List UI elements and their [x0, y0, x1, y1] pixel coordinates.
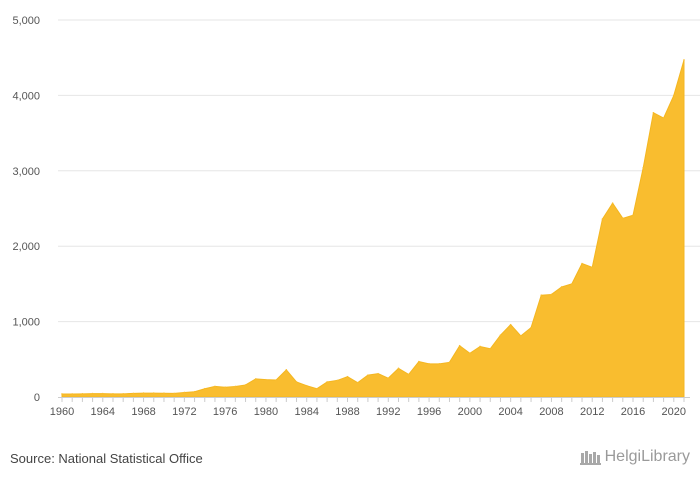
data-point [203, 387, 206, 390]
data-point [336, 379, 339, 382]
data-point [673, 94, 675, 97]
data-point [173, 392, 175, 395]
x-tick-label: 1960 [50, 406, 74, 418]
data-point [112, 393, 114, 395]
data-point [581, 262, 583, 265]
helgilibrary-logo: HelgiLibrary [579, 448, 690, 466]
data-point [142, 392, 145, 394]
data-point [571, 283, 573, 285]
data-point [244, 384, 247, 386]
y-tick-label: 3,000 [12, 166, 40, 178]
x-tick-label: 2008 [539, 406, 563, 418]
data-point [662, 117, 665, 119]
data-point [295, 381, 298, 383]
x-tick-label: 1964 [91, 406, 115, 418]
data-point [61, 393, 63, 395]
data-point [346, 375, 349, 378]
data-point [489, 347, 492, 350]
data-point [652, 111, 655, 114]
data-point [499, 334, 502, 336]
data-point [163, 392, 165, 395]
data-point [101, 392, 104, 395]
x-tick-label: 1976 [213, 406, 237, 418]
data-point [265, 378, 267, 381]
data-point [275, 379, 277, 381]
data-point [448, 361, 451, 364]
data-point [91, 392, 94, 395]
data-point [285, 369, 288, 371]
data-point [469, 352, 471, 355]
library-icon [579, 451, 601, 465]
data-point [234, 385, 237, 388]
data-point [632, 214, 634, 217]
y-axis-labels: 0 1,000 2,000 3,000 4,000 5,000 [12, 15, 40, 404]
y-tick-label: 0 [34, 392, 40, 404]
data-point [407, 373, 410, 376]
data-point [326, 381, 328, 383]
x-tick-label: 2016 [621, 406, 645, 418]
data-point [428, 363, 430, 365]
data-point [387, 377, 390, 379]
data-point [254, 378, 257, 380]
y-tick-label: 1,000 [12, 317, 40, 329]
data-point [132, 392, 135, 395]
data-point [560, 286, 563, 288]
x-tick-label: 2020 [662, 406, 686, 418]
data-point [81, 393, 84, 395]
x-tick-label: 2000 [458, 406, 482, 418]
source-note: Source: National Statistical Office [10, 451, 203, 466]
data-point [683, 59, 685, 61]
data-point [611, 202, 614, 205]
data-point [152, 392, 155, 394]
logo-text: HelgiLibrary [604, 448, 690, 465]
data-point [438, 363, 441, 365]
data-point [622, 217, 624, 220]
data-point [540, 294, 543, 297]
data-point [418, 360, 420, 363]
data-point [367, 374, 369, 376]
data-point [316, 387, 318, 390]
data-point [224, 386, 226, 389]
x-tick-label: 1972 [172, 406, 196, 418]
data-point [71, 393, 73, 395]
x-tick-label: 1988 [335, 406, 359, 418]
x-tick-label: 2012 [580, 406, 604, 418]
data-point [591, 266, 594, 269]
data-point [356, 381, 359, 384]
series-area [61, 59, 685, 398]
data-point [193, 390, 196, 393]
data-point [458, 344, 461, 347]
x-tick-label: 2004 [498, 406, 522, 418]
data-point [122, 393, 124, 395]
data-point [509, 323, 512, 326]
data-point [183, 391, 186, 394]
data-point [520, 335, 522, 337]
x-tick-label: 1968 [131, 406, 155, 418]
x-tick-label: 1984 [294, 406, 318, 418]
y-tick-label: 5,000 [12, 15, 40, 27]
data-point [642, 166, 645, 169]
data-point [530, 326, 532, 329]
data-point [214, 385, 216, 388]
y-tick-label: 4,000 [12, 90, 40, 102]
data-point [397, 367, 400, 370]
x-tick-label: 1980 [254, 406, 278, 418]
y-tick-label: 2,000 [12, 241, 40, 253]
data-point [377, 372, 379, 375]
x-tick-label: 1992 [376, 406, 400, 418]
x-tick-label: 1996 [417, 406, 441, 418]
x-axis: 1960 1964 1968 1972 1976 1980 1984 1988 1992 1996… [50, 397, 690, 418]
data-point [479, 345, 481, 348]
data-area [61, 59, 685, 398]
data-point [601, 218, 604, 220]
data-point [550, 293, 553, 296]
data-point [305, 384, 308, 387]
